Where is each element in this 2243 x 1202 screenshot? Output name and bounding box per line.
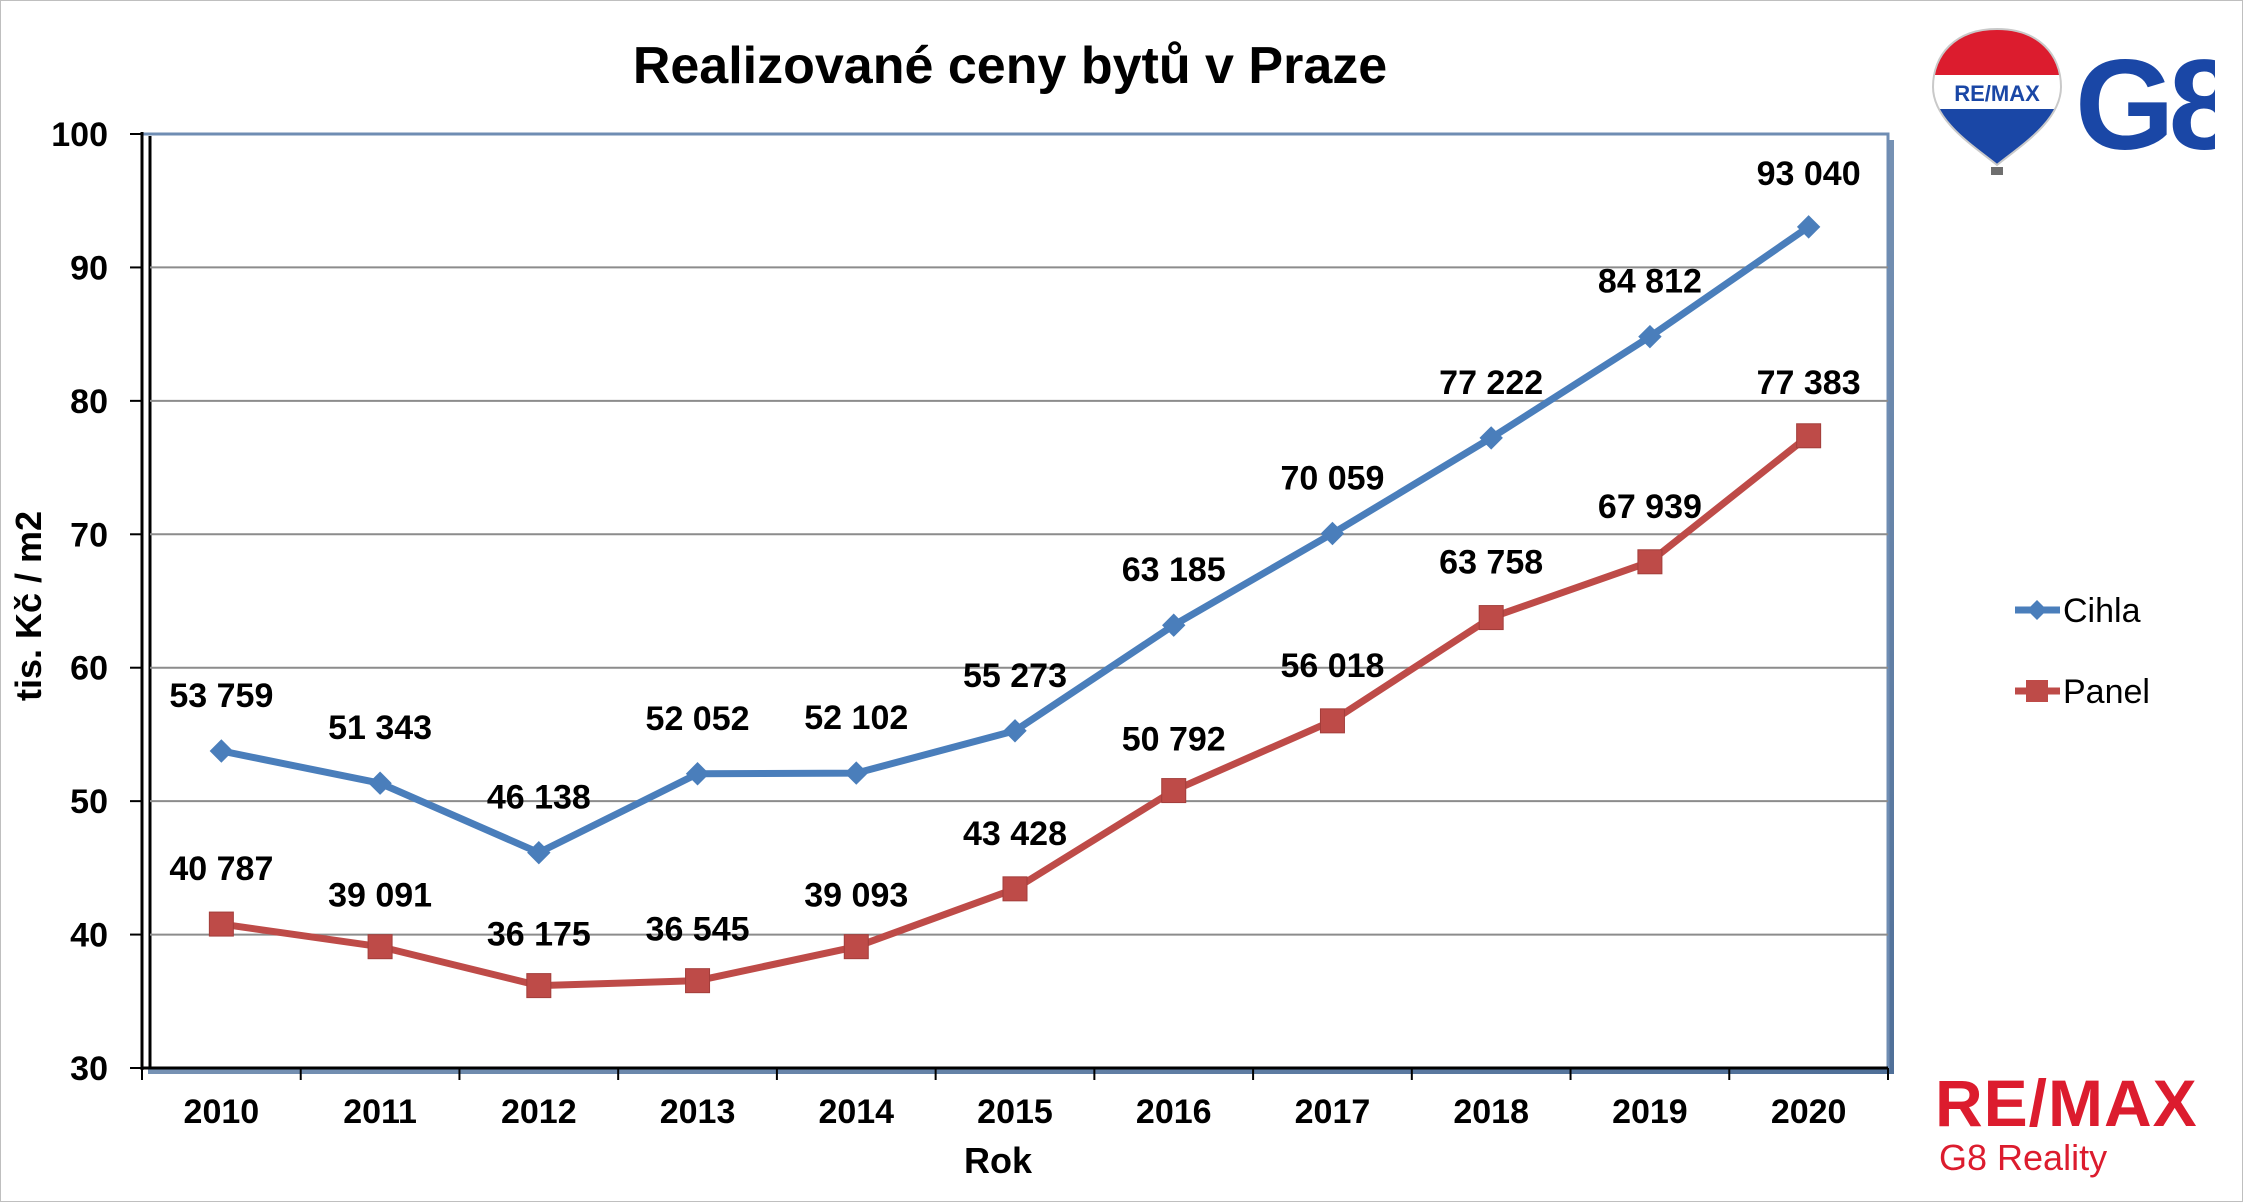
x-tick-label: 2014 — [818, 1093, 894, 1131]
legend: Cihla Panel — [2015, 592, 2150, 711]
plot-area — [140, 132, 1894, 1074]
x-axis-label: Rok — [964, 1140, 1033, 1181]
data-point-panel — [843, 934, 869, 960]
data-label-cihla: 46 138 — [487, 779, 591, 817]
data-labels: 53 759 51 343 46 138 52 052 52 102 55 273 63 1… — [169, 155, 1860, 954]
x-tick-label: 2018 — [1453, 1093, 1529, 1131]
data-point-cihla — [1638, 324, 1662, 349]
y-tick-label: 60 — [70, 650, 108, 688]
data-label-cihla: 84 812 — [1598, 263, 1702, 301]
data-label-panel: 40 787 — [169, 850, 273, 888]
data-label-panel: 63 758 — [1439, 544, 1543, 582]
series-layer — [208, 215, 1822, 999]
y-tick-label: 90 — [70, 249, 108, 287]
data-label-cihla: 70 059 — [1280, 459, 1384, 497]
data-label-cihla: 55 273 — [963, 657, 1067, 695]
data-label-panel: 67 939 — [1598, 488, 1702, 526]
data-point-panel — [526, 973, 552, 999]
data-point-panel — [685, 968, 711, 994]
y-axis-ticks: 30 40 50 60 70 80 90 100 — [51, 116, 144, 1088]
data-label-panel: 77 383 — [1757, 364, 1861, 402]
data-label-cihla: 51 343 — [328, 709, 432, 747]
legend-square-icon — [2026, 680, 2048, 702]
data-point-panel — [1478, 605, 1504, 631]
legend-diamond-icon — [2027, 600, 2047, 620]
data-label-cihla: 52 052 — [646, 700, 750, 738]
data-point-cihla — [1479, 426, 1503, 450]
x-axis-ticks: 2010 2011 2012 2013 2014 2015 2016 2017 2018 2019… — [141, 1066, 1889, 1131]
y-tick-label: 70 — [70, 516, 108, 554]
data-point-panel — [367, 934, 393, 960]
data-point-cihla — [1003, 719, 1027, 743]
y-tick-label: 40 — [70, 917, 108, 955]
x-tick-label: 2020 — [1771, 1093, 1847, 1131]
data-point-panel — [1161, 778, 1187, 804]
balloon-text: RE/MAX — [1954, 81, 2040, 106]
g8-brand-text: G8 — [2075, 34, 2215, 175]
x-tick-label: 2011 — [343, 1093, 417, 1131]
x-tick-label: 2017 — [1295, 1093, 1371, 1131]
data-label-panel: 50 792 — [1122, 721, 1226, 759]
data-point-panel — [1319, 708, 1345, 734]
data-label-cihla: 53 759 — [169, 677, 273, 715]
data-point-cihla — [685, 762, 710, 786]
data-label-panel: 36 545 — [646, 911, 750, 949]
data-label-panel: 56 018 — [1280, 647, 1384, 685]
data-label-cihla: 93 040 — [1757, 155, 1861, 193]
data-point-panel — [208, 911, 234, 937]
x-tick-label: 2016 — [1136, 1093, 1212, 1131]
data-label-panel: 36 175 — [487, 916, 591, 954]
data-label-panel: 39 091 — [328, 877, 432, 915]
y-axis-label: tis. Kč / m2 — [8, 511, 49, 701]
reality-name: G8 Reality — [1939, 1137, 2108, 1178]
plot-background — [140, 132, 1890, 1070]
data-point-cihla — [844, 761, 868, 785]
x-tick-label: 2010 — [184, 1093, 260, 1131]
data-point-cihla — [209, 739, 234, 763]
data-label-panel: 43 428 — [963, 815, 1067, 853]
x-tick-label: 2015 — [977, 1093, 1053, 1131]
chart-title: Realizované ceny bytů v Praze — [633, 37, 1387, 95]
data-point-panel — [1796, 423, 1822, 449]
gridlines — [150, 266, 1888, 936]
legend-label: Panel — [2063, 673, 2150, 711]
y-tick-label: 30 — [70, 1050, 108, 1088]
x-tick-label: 2013 — [660, 1093, 736, 1131]
data-point-cihla — [1162, 613, 1186, 637]
data-point-cihla — [368, 771, 392, 795]
data-label-cihla: 63 185 — [1122, 551, 1226, 589]
remax-reality-logo: RE/MAX G8 Reality — [1935, 1070, 2220, 1190]
x-tick-label: 2012 — [501, 1093, 577, 1131]
data-label-panel: 39 093 — [804, 877, 908, 915]
remax-wordmark: RE/MAX — [1935, 1066, 2198, 1140]
y-tick-label: 50 — [70, 783, 108, 821]
data-point-panel — [1637, 549, 1663, 575]
legend-label: Cihla — [2063, 592, 2141, 630]
x-tick-label: 2019 — [1612, 1093, 1688, 1131]
data-point-cihla — [1796, 215, 1821, 239]
y-tick-label: 100 — [51, 116, 108, 154]
data-point-cihla — [527, 840, 551, 865]
balloon-icon: RE/MAX G8 — [1931, 27, 2243, 177]
data-label-cihla: 52 102 — [804, 699, 908, 737]
y-tick-label: 80 — [70, 383, 108, 421]
remax-g8-logo: RE/MAX G8 — [1925, 25, 2243, 177]
data-point-panel — [1002, 876, 1028, 902]
data-point-cihla — [1320, 521, 1345, 546]
data-label-cihla: 77 222 — [1439, 364, 1543, 402]
